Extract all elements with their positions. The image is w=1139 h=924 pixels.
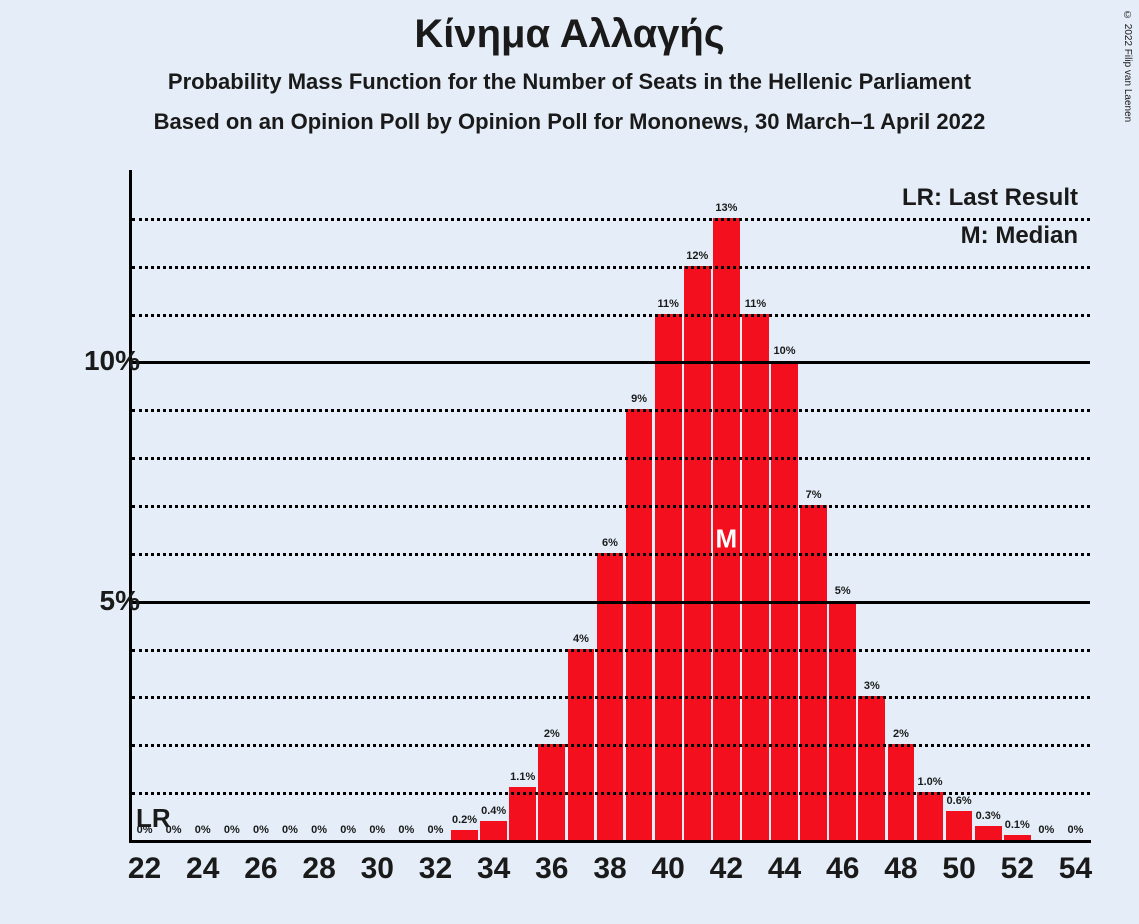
bar-value-label: 11% [648, 298, 688, 310]
bar-value-label: 4% [561, 633, 601, 645]
bar-value-label: 11% [735, 298, 775, 310]
gridline-minor [132, 457, 1090, 460]
bar [480, 821, 507, 840]
bar-value-label: 13% [706, 202, 746, 214]
chart-container: LR: Last Result M: Median 0%0%0%0%0%0%0%… [60, 160, 1120, 880]
bar-value-label: 7% [794, 489, 834, 501]
gridline-minor [132, 792, 1090, 795]
gridline-major [132, 361, 1090, 364]
gridline-major [132, 601, 1090, 604]
x-tick-label: 50 [942, 852, 975, 886]
bar-value-label: 3% [852, 680, 892, 692]
x-tick-label: 24 [186, 852, 219, 886]
gridline-minor [132, 505, 1090, 508]
legend-median: M: Median [961, 222, 1078, 250]
gridline-minor [132, 218, 1090, 221]
bar [509, 787, 536, 840]
bar [829, 601, 856, 840]
gridline-minor [132, 744, 1090, 747]
gridline-minor [132, 649, 1090, 652]
x-tick-label: 34 [477, 852, 510, 886]
x-tick-label: 36 [535, 852, 568, 886]
x-tick-label: 42 [710, 852, 743, 886]
x-tick-label: 22 [128, 852, 161, 886]
chart-title: Κίνημα Αλλαγής [0, 0, 1139, 57]
last-result-marker: LR [136, 803, 171, 834]
x-tick-label: 48 [884, 852, 917, 886]
x-tick-label: 46 [826, 852, 859, 886]
x-tick-label: 40 [651, 852, 684, 886]
gridline-minor [132, 266, 1090, 269]
x-tick-label: 44 [768, 852, 801, 886]
gridline-minor [132, 553, 1090, 556]
x-axis-line [129, 840, 1091, 843]
bar-value-label: 2% [881, 728, 921, 740]
y-tick-label: 5% [60, 585, 140, 617]
bar-value-label: 5% [823, 585, 863, 597]
median-marker: M [716, 523, 738, 554]
bar-value-label: 0% [1055, 824, 1095, 836]
bar-value-label: 9% [619, 393, 659, 405]
x-tick-label: 38 [593, 852, 626, 886]
bar [858, 696, 885, 840]
gridline-minor [132, 696, 1090, 699]
x-tick-label: 54 [1059, 852, 1092, 886]
x-tick-label: 26 [244, 852, 277, 886]
bar-value-label: 0.4% [474, 805, 514, 817]
bar-value-label: 10% [765, 345, 805, 357]
y-tick-label: 10% [60, 345, 140, 377]
x-tick-label: 32 [419, 852, 452, 886]
bar-value-label: 1.1% [503, 771, 543, 783]
bar-value-label: 12% [677, 250, 717, 262]
chart-subtitle-1: Probability Mass Function for the Number… [0, 69, 1139, 95]
x-tick-label: 30 [361, 852, 394, 886]
bar-value-label: 2% [532, 728, 572, 740]
copyright-text: © 2022 Filip van Laenen [1122, 10, 1133, 122]
chart-subtitle-2: Based on an Opinion Poll by Opinion Poll… [0, 109, 1139, 135]
bar [626, 409, 653, 840]
bar-value-label: 6% [590, 537, 630, 549]
x-tick-label: 52 [1001, 852, 1034, 886]
bar [655, 314, 682, 840]
gridline-minor [132, 409, 1090, 412]
x-tick-label: 28 [302, 852, 335, 886]
bar [451, 830, 478, 840]
legend-last-result: LR: Last Result [902, 184, 1078, 212]
bar-value-label: 0.6% [939, 795, 979, 807]
gridline-minor [132, 314, 1090, 317]
bar-value-label: 1.0% [910, 776, 950, 788]
bar [742, 314, 769, 840]
